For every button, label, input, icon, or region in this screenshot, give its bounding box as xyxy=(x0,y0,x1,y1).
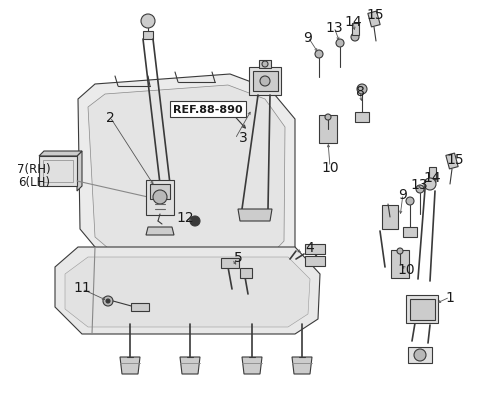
Text: 11: 11 xyxy=(73,280,91,294)
Circle shape xyxy=(428,178,436,186)
Bar xyxy=(355,113,369,123)
Bar xyxy=(406,295,438,323)
Polygon shape xyxy=(65,257,310,327)
Polygon shape xyxy=(292,357,312,374)
Text: 13: 13 xyxy=(410,178,428,192)
Circle shape xyxy=(406,198,414,205)
Text: 5: 5 xyxy=(234,250,242,264)
Circle shape xyxy=(351,34,359,42)
Polygon shape xyxy=(146,227,174,235)
Bar xyxy=(351,24,359,36)
Text: 4: 4 xyxy=(306,241,314,254)
Polygon shape xyxy=(77,152,82,192)
Bar xyxy=(319,116,337,144)
Circle shape xyxy=(106,299,110,303)
Circle shape xyxy=(424,178,436,190)
Circle shape xyxy=(397,248,403,254)
Bar xyxy=(305,256,325,266)
Bar xyxy=(429,168,435,180)
Bar xyxy=(368,12,380,28)
Bar xyxy=(382,205,398,229)
Circle shape xyxy=(190,217,200,227)
Text: REF.88-890: REF.88-890 xyxy=(173,105,243,115)
Circle shape xyxy=(414,349,426,361)
Polygon shape xyxy=(88,86,285,264)
Bar xyxy=(146,180,174,215)
Text: 8: 8 xyxy=(356,85,364,99)
Circle shape xyxy=(315,51,323,59)
Text: 9: 9 xyxy=(398,188,408,201)
Bar xyxy=(391,250,409,278)
Text: 10: 10 xyxy=(321,160,339,174)
Text: 9: 9 xyxy=(303,31,312,45)
Text: 13: 13 xyxy=(325,21,343,35)
Text: 2: 2 xyxy=(106,111,114,125)
Text: 15: 15 xyxy=(446,153,464,166)
Circle shape xyxy=(336,40,344,48)
Bar xyxy=(39,157,77,186)
Text: 15: 15 xyxy=(366,8,384,22)
Circle shape xyxy=(357,85,367,95)
Circle shape xyxy=(153,190,167,205)
Circle shape xyxy=(416,186,424,194)
Bar xyxy=(43,160,73,182)
Polygon shape xyxy=(238,209,272,221)
Text: 14: 14 xyxy=(423,170,441,184)
Polygon shape xyxy=(55,247,320,334)
Circle shape xyxy=(325,115,331,121)
Text: 3: 3 xyxy=(239,131,247,145)
Circle shape xyxy=(103,296,113,306)
Polygon shape xyxy=(242,357,262,374)
Text: 10: 10 xyxy=(397,262,415,276)
Text: 7(RH): 7(RH) xyxy=(17,163,51,176)
Polygon shape xyxy=(78,75,295,277)
Polygon shape xyxy=(39,152,82,157)
Bar xyxy=(221,258,239,268)
Bar xyxy=(409,299,434,320)
Circle shape xyxy=(262,62,268,68)
Polygon shape xyxy=(120,357,140,374)
Bar xyxy=(252,72,277,92)
Text: 6(LH): 6(LH) xyxy=(18,176,50,189)
Text: 14: 14 xyxy=(344,15,362,29)
Bar xyxy=(259,61,271,69)
Circle shape xyxy=(260,77,270,87)
Bar xyxy=(131,303,149,311)
Bar xyxy=(403,227,417,237)
Circle shape xyxy=(141,15,155,29)
Bar xyxy=(150,184,170,199)
Bar xyxy=(249,68,281,96)
Polygon shape xyxy=(180,357,200,374)
Bar xyxy=(240,268,252,278)
Bar xyxy=(408,347,432,363)
Text: 1: 1 xyxy=(445,290,455,304)
Bar xyxy=(446,154,458,170)
Text: 12: 12 xyxy=(176,211,194,225)
Bar xyxy=(143,32,153,40)
Bar xyxy=(305,244,325,254)
